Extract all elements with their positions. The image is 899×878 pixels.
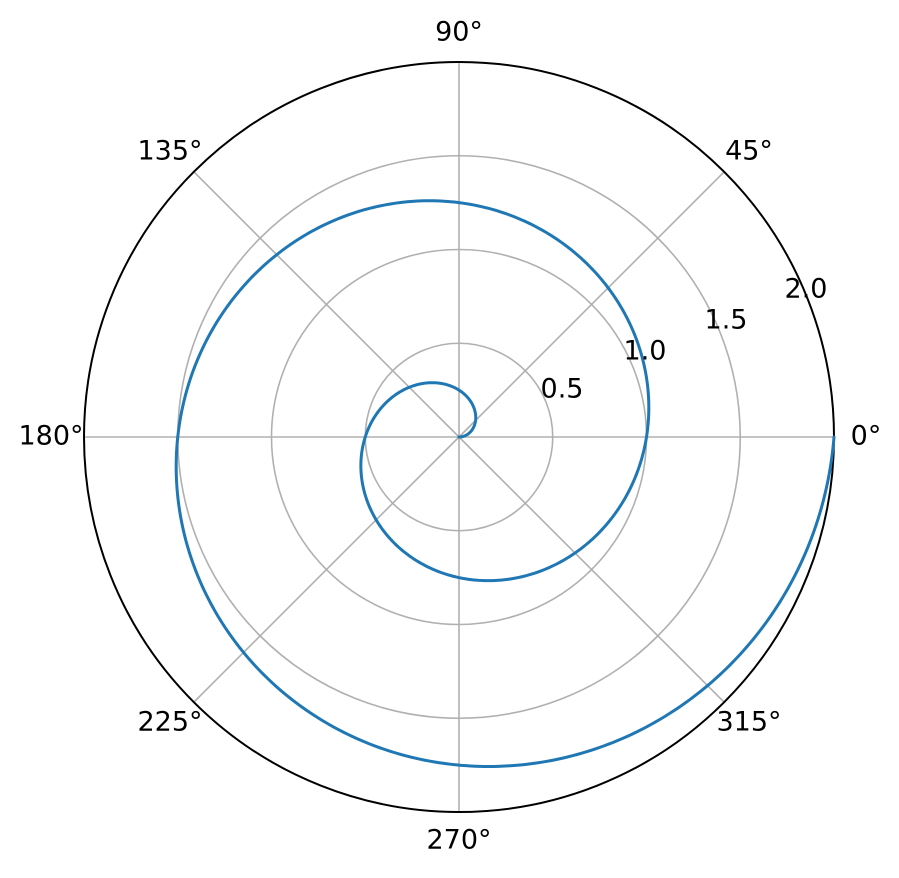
spiral-line: [174, 199, 836, 768]
grid-spoke: [193, 171, 460, 438]
angular-tick-label: 90°: [435, 17, 483, 48]
radial-tick-labels: 0.5 1.0 1.5 2.0: [541, 274, 828, 405]
angular-tick-label: 180°: [18, 421, 83, 452]
angular-tick-label: 0°: [851, 421, 882, 452]
angular-tick-label: 45°: [725, 136, 773, 167]
angular-tick-label: 315°: [716, 707, 781, 738]
grid-spoke: [458, 436, 725, 703]
angular-tick-label: 135°: [137, 136, 202, 167]
radial-tick-label: 2.0: [785, 274, 828, 305]
radial-tick-label: 1.0: [624, 336, 667, 367]
spiral-series: [174, 199, 836, 768]
grid-spoke: [458, 171, 725, 438]
grid-spoke: [193, 436, 460, 703]
angular-tick-labels: 0° 45° 90° 135° 180° 225° 270° 315°: [18, 17, 881, 856]
angular-tick-label: 270°: [426, 825, 491, 856]
angular-tick-label: 225°: [137, 707, 202, 738]
radial-tick-label: 0.5: [541, 374, 584, 405]
radial-tick-label: 1.5: [705, 305, 748, 336]
